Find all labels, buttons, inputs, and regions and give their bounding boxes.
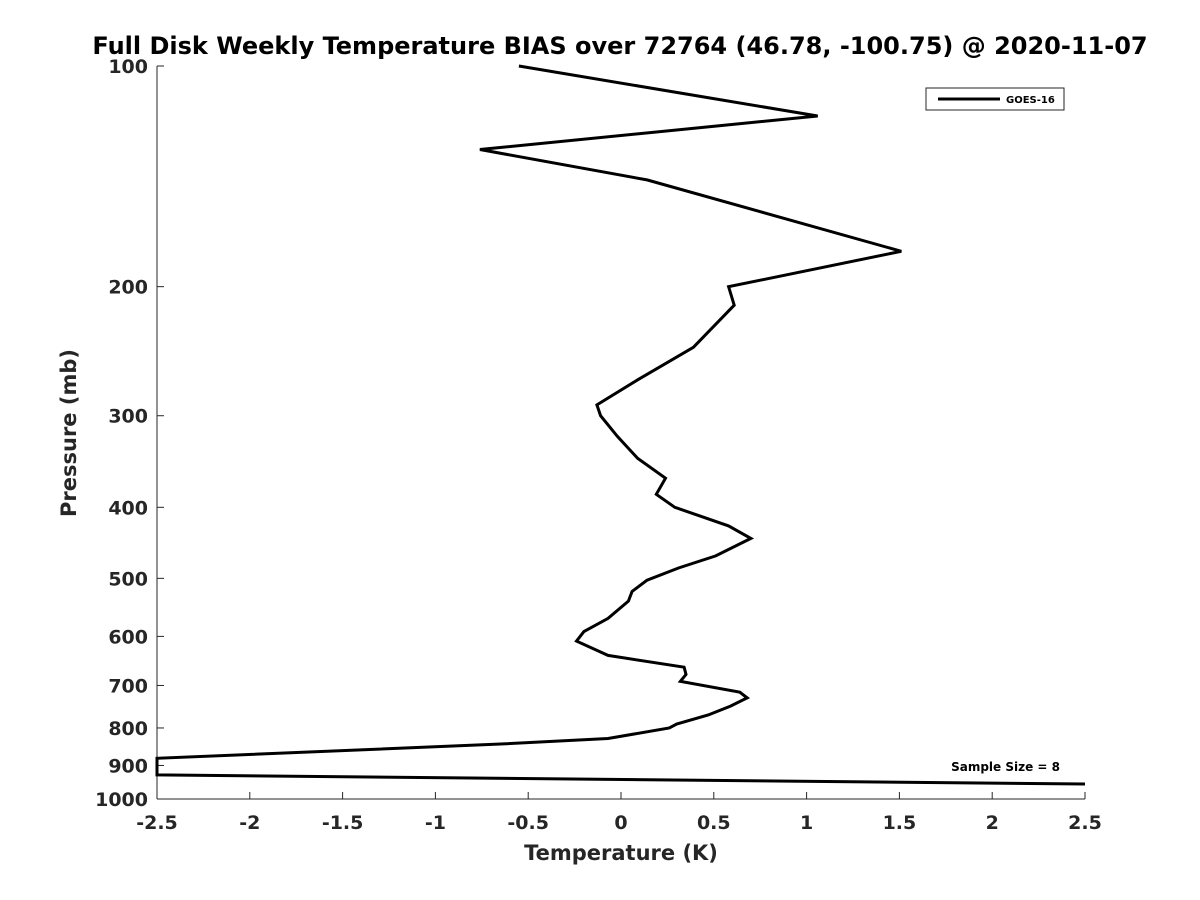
y-tick-label: 200: [108, 277, 148, 299]
x-tick-label: 0.5: [697, 812, 731, 834]
y-tick-label: 900: [108, 755, 148, 777]
y-tick-label: 100: [108, 56, 148, 78]
series-layer: [155, 64, 1086, 786]
y-axis-ticks: 100 200 300 400 500 600 700 800 900 1000: [95, 56, 164, 811]
x-tick-label: -2.5: [136, 812, 178, 834]
y-tick-label: 600: [108, 626, 148, 648]
x-tick-label: -1.5: [322, 812, 364, 834]
y-tick-label: 800: [108, 718, 148, 740]
x-tick-label: -0.5: [507, 812, 549, 834]
y-tick-label: 300: [108, 406, 148, 428]
x-tick-label: 2: [986, 812, 999, 834]
y-tick-label: 700: [108, 675, 148, 697]
x-tick-label: 0: [614, 812, 627, 834]
legend-label-goes-16: GOES-16: [1006, 95, 1055, 106]
x-tick-label: 2.5: [1068, 812, 1102, 834]
sample-size-annotation: Sample Size = 8: [951, 760, 1060, 774]
legend: GOES-16: [925, 87, 1065, 111]
y-tick-label: 1000: [95, 789, 148, 811]
x-tick-label: 1.5: [883, 812, 917, 834]
y-axis-label: Pressure (mb): [57, 349, 81, 517]
y-tick-label: 500: [108, 568, 148, 590]
x-axis-label: Temperature (K): [524, 841, 718, 865]
x-axis-ticks: -2.5 -2 -1.5 -1 -0.5 0 0.5 1 1.5 2 2.5: [136, 792, 1102, 834]
x-tick-label: -1: [425, 812, 446, 834]
chart-title: Full Disk Weekly Temperature BIAS over 7…: [92, 32, 1147, 60]
y-tick-label: 400: [108, 497, 148, 519]
series-line-goes-16: [155, 64, 1086, 786]
x-tick-label: -2: [239, 812, 260, 834]
x-tick-label: 1: [800, 812, 813, 834]
